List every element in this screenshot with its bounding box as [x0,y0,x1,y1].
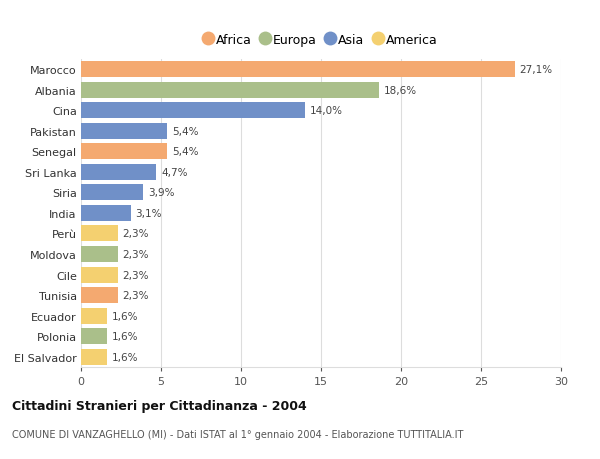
Bar [81,62,515,78]
Text: 2,3%: 2,3% [122,249,149,259]
Bar [81,206,131,221]
Text: 2,3%: 2,3% [122,229,149,239]
Text: 27,1%: 27,1% [520,65,553,75]
Bar [81,308,107,324]
Text: 4,7%: 4,7% [161,168,187,178]
Text: 14,0%: 14,0% [310,106,343,116]
Legend: Africa, Europa, Asia, America: Africa, Europa, Asia, America [205,34,437,47]
Text: 2,3%: 2,3% [122,270,149,280]
Bar [81,103,305,119]
Bar [81,185,143,201]
Bar [81,226,118,242]
Text: 3,9%: 3,9% [148,188,175,198]
Bar [81,267,118,283]
Text: 2,3%: 2,3% [122,291,149,301]
Text: Cittadini Stranieri per Cittadinanza - 2004: Cittadini Stranieri per Cittadinanza - 2… [12,399,307,412]
Bar [81,287,118,303]
Bar [81,329,107,344]
Bar [81,246,118,263]
Text: COMUNE DI VANZAGHELLO (MI) - Dati ISTAT al 1° gennaio 2004 - Elaborazione TUTTIT: COMUNE DI VANZAGHELLO (MI) - Dati ISTAT … [12,429,463,439]
Text: 5,4%: 5,4% [172,147,199,157]
Bar [81,349,107,365]
Text: 3,1%: 3,1% [136,208,162,218]
Text: 1,6%: 1,6% [112,352,138,362]
Text: 18,6%: 18,6% [383,85,416,95]
Text: 5,4%: 5,4% [172,126,199,136]
Bar [81,83,379,98]
Bar [81,123,167,140]
Bar [81,144,167,160]
Text: 1,6%: 1,6% [112,311,138,321]
Text: 1,6%: 1,6% [112,331,138,341]
Bar [81,164,156,180]
